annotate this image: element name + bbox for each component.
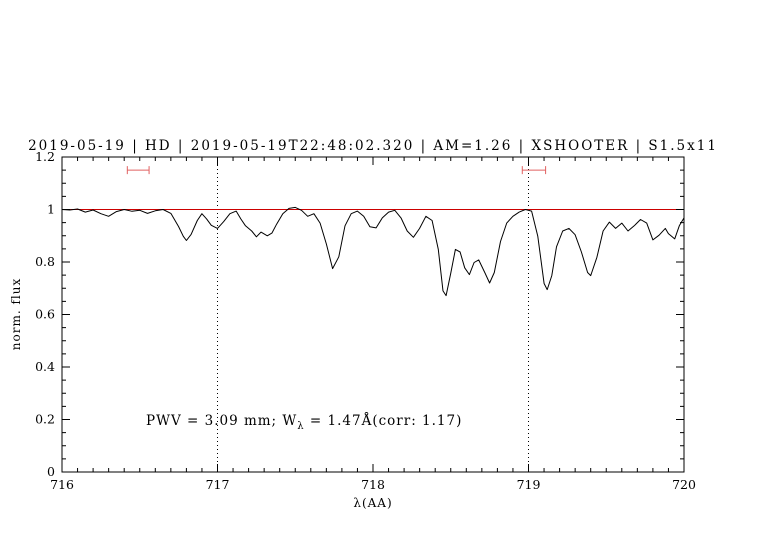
x-tick-label: 718 (361, 477, 385, 492)
y-tick-label: 0.8 (35, 254, 55, 269)
x-tick-label: 717 (206, 477, 230, 492)
y-tick-label: 0 (47, 464, 55, 479)
pwv-annotation-sub: λ (297, 421, 304, 432)
x-tick-label: 716 (50, 477, 74, 492)
y-axis-label: norm. flux (9, 278, 23, 350)
y-tick-label: 0.4 (35, 359, 55, 374)
y-tick-label: 0.2 (35, 412, 55, 427)
x-tick-label: 720 (672, 477, 696, 492)
x-axis-label: λ(AA) (353, 496, 392, 510)
y-tick-label: 1.2 (35, 149, 55, 164)
pwv-annotation-pre: PWV = 3.09 mm; W (146, 413, 297, 429)
spectrum-line (61, 206, 685, 297)
y-tick-label: 0.6 (35, 307, 55, 322)
pwv-annotation: PWV = 3.09 mm; Wλ = 1.47Å(corr: 1.17) (146, 413, 462, 432)
pwv-annotation-post: = 1.47Å(corr: 1.17) (305, 413, 463, 429)
x-tick-label: 719 (517, 477, 541, 492)
plot-title: 2019-05-19 | HD | 2019-05-19T22:48:02.32… (28, 138, 718, 154)
y-tick-label: 1 (47, 202, 55, 217)
